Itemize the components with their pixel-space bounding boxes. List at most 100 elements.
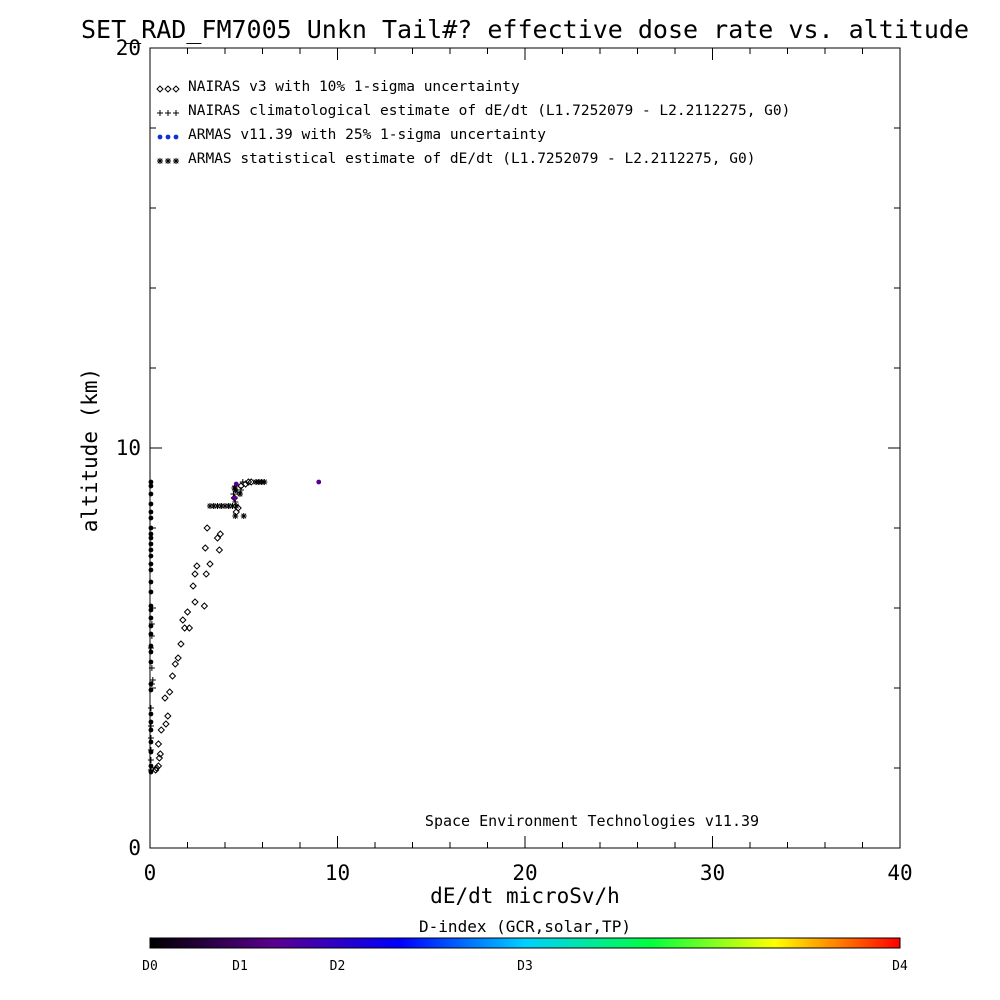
legend-label: NAIRAS v3 with 10% 1-sigma uncertainty <box>188 79 520 95</box>
armas-statistical-point <box>218 503 225 509</box>
armas-point <box>148 631 154 637</box>
armas-point <box>148 501 154 507</box>
colorbar-tick-label: D4 <box>892 959 908 974</box>
nairas-v3-point <box>202 570 210 578</box>
nairas-v3-point <box>215 546 224 554</box>
nairas-v3-point <box>247 478 255 486</box>
y-tick-label: 20 <box>116 36 141 60</box>
nairas-v3-point <box>183 608 192 616</box>
nairas-v3-point <box>213 534 222 542</box>
nairas-v3-point <box>189 582 197 590</box>
x-axis-label: dE/dt microSv/h <box>430 884 620 908</box>
nairas-v3-point <box>151 766 160 774</box>
nairas-v3-point <box>185 624 194 632</box>
armas-point <box>148 515 154 521</box>
nairas-v3-point <box>193 562 201 570</box>
nairas-v3-point <box>154 762 163 770</box>
nairas-v3-point <box>156 85 164 93</box>
nairas-v3-point <box>162 720 170 728</box>
colorbar: D-index (GCR,solar,TP) D0 D1 D2 D3 D4 <box>142 917 908 974</box>
armas-point <box>148 643 154 649</box>
armas-point <box>148 615 154 621</box>
x-tick-label: 10 <box>325 861 350 885</box>
nairas-v3-point <box>203 524 211 532</box>
armas-statistical-point <box>157 158 163 164</box>
armas-point <box>148 623 154 629</box>
nairas-climatology-point <box>147 705 154 711</box>
armas-point <box>231 495 237 501</box>
armas-point <box>157 134 163 140</box>
armas-statistical-point <box>233 503 240 509</box>
colorbar-gradient <box>149 937 901 949</box>
armas-point <box>148 589 154 595</box>
armas-point <box>148 603 154 609</box>
plot-border <box>149 47 901 849</box>
armas-statistical-point <box>232 487 239 493</box>
legend-item: ARMAS statistical estimate of dE/dt (L1.… <box>157 151 755 167</box>
x-tick-label: 20 <box>512 861 537 885</box>
armas-point <box>148 547 154 553</box>
armas-statistical-point <box>229 503 236 509</box>
armas-point <box>233 481 239 487</box>
nairas-v3-point <box>201 544 210 552</box>
legend-item: ARMAS v11.39 with 25% 1-sigma uncertaint… <box>157 127 546 143</box>
legend-item: NAIRAS climatological estimate of dE/dt … <box>157 103 790 119</box>
nairas-v3-point <box>179 616 187 624</box>
data-marks <box>147 478 322 775</box>
armas-point <box>165 134 171 140</box>
colorbar-tick-label: D1 <box>232 959 248 974</box>
armas-statistical-point <box>173 158 179 164</box>
nairas-v3-point <box>157 726 165 734</box>
nairas-climatology-point <box>165 110 171 116</box>
nairas-v3-point <box>174 654 182 662</box>
armas-point <box>148 509 154 515</box>
nairas-v3-point <box>164 85 172 93</box>
armas-point <box>148 681 154 687</box>
nairas-v3-point <box>232 508 240 516</box>
armas-statistical-point <box>225 503 232 509</box>
armas-point <box>148 541 154 547</box>
armas-statistical-point <box>240 513 247 519</box>
armas-point <box>148 535 154 541</box>
legend-label: ARMAS statistical estimate of dE/dt (L1.… <box>188 151 755 167</box>
annotation-credit: Space Environment Technologies v11.39 <box>425 812 759 830</box>
nairas-v3-point <box>168 672 177 680</box>
nairas-v3-point <box>172 85 180 93</box>
nairas-climatology-point <box>147 757 154 763</box>
armas-point <box>148 607 154 613</box>
nairas-climatology-point <box>173 110 179 116</box>
nairas-v3-point <box>156 750 165 758</box>
nairas-climatology-point <box>239 479 246 485</box>
nairas-climatology-point <box>149 677 156 683</box>
nairas-v3-point <box>200 602 209 610</box>
y-tick-label: 10 <box>116 436 141 460</box>
legend-label: ARMAS v11.39 with 25% 1-sigma uncertaint… <box>188 127 546 143</box>
armas-point <box>148 711 154 717</box>
armas-point <box>148 763 154 769</box>
armas-point <box>148 769 154 775</box>
armas-point <box>148 479 154 485</box>
armas-point <box>148 567 154 573</box>
plot-area <box>149 47 901 849</box>
nairas-v3-point <box>216 530 225 538</box>
nairas-v3-point <box>177 640 185 648</box>
armas-point <box>148 483 154 489</box>
colorbar-label: D-index (GCR,solar,TP) <box>419 917 631 936</box>
legend: NAIRAS v3 with 10% 1-sigma uncertainty NA… <box>156 79 790 167</box>
nairas-v3-point <box>191 598 199 606</box>
armas-point <box>148 739 154 745</box>
armas-statistical-point <box>231 485 238 491</box>
nairas-v3-point <box>152 764 161 772</box>
y-tick-label: 0 <box>128 836 141 860</box>
colorbar-tick-label: D3 <box>517 959 533 974</box>
nairas-v3-point <box>161 694 169 702</box>
nairas-v3-point <box>165 688 174 696</box>
armas-point <box>148 553 154 559</box>
armas-point <box>148 727 154 733</box>
colorbar-ticks: D0 D1 D2 D3 D4 <box>142 959 908 974</box>
armas-point <box>316 479 322 485</box>
axis-tick-labels: 0 10 20 30 40 0 10 20 <box>116 36 913 885</box>
nairas-climatology-point <box>237 487 244 493</box>
nairas-v3-point <box>164 712 172 720</box>
